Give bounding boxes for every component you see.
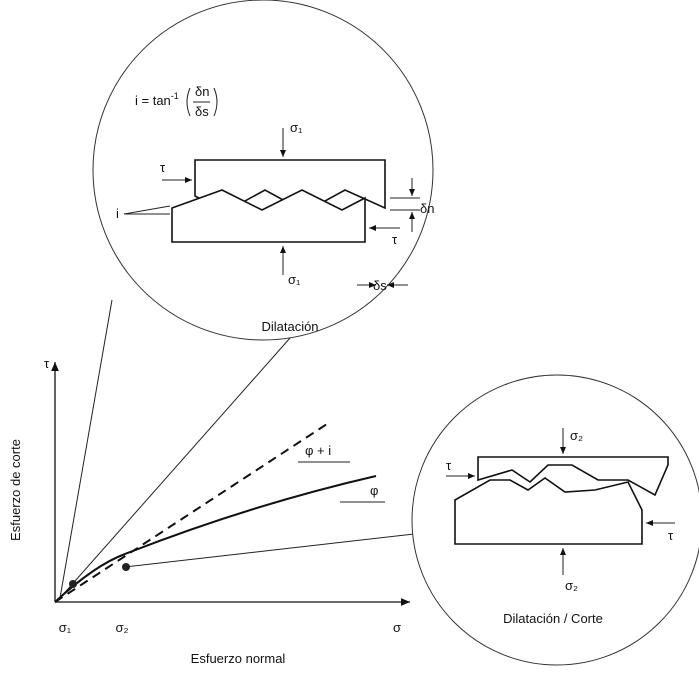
label: δn: [420, 201, 434, 216]
paren: [186, 87, 218, 117]
formula-denominator: δs: [195, 104, 209, 119]
label: σ₁: [290, 120, 303, 135]
label: δs: [373, 278, 387, 293]
caption: Dilatación: [261, 319, 318, 334]
label: σ₁: [288, 272, 301, 287]
point: [69, 580, 77, 588]
label: τ: [668, 528, 674, 543]
label: i: [116, 206, 119, 221]
label: τ: [392, 232, 398, 247]
axis-label: Esfuerzo normal: [191, 651, 286, 666]
tick-label: σ₁: [59, 620, 72, 635]
angle: [123, 205, 171, 215]
axis-symbol: σ: [393, 620, 401, 635]
label: τ: [446, 458, 452, 473]
label: φ + i: [305, 443, 331, 458]
axis-symbol: τ: [44, 356, 50, 371]
upper-block: [477, 456, 669, 497]
lower-block: [454, 477, 643, 545]
label: φ: [370, 483, 378, 498]
envelope: [54, 475, 377, 603]
label: τ: [160, 160, 166, 175]
label: σ₂: [565, 578, 578, 593]
connector: [124, 533, 415, 568]
connector: [59, 337, 291, 599]
label: σ₂: [570, 428, 583, 443]
envelope-dashed: [54, 423, 328, 603]
lower-block: [171, 189, 366, 243]
formula: i = tan-1: [135, 91, 179, 108]
connector: [59, 299, 113, 599]
point: [122, 563, 130, 571]
formula-numerator: δn: [195, 84, 209, 99]
tick-label: σ₂: [115, 620, 128, 635]
caption: Dilatación / Corte: [503, 611, 603, 626]
axis-label: Esfuerzo de corte: [8, 439, 23, 541]
